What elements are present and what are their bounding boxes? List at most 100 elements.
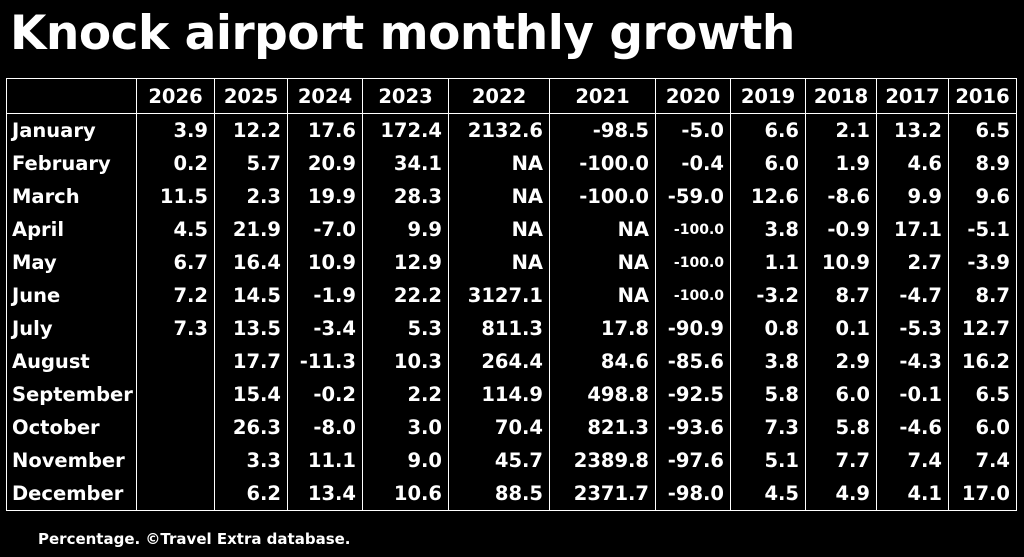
- table-cell: 2.1: [805, 113, 877, 147]
- table-cell: -97.6: [655, 444, 731, 477]
- table-cell: 0.8: [730, 312, 806, 345]
- table-cell: 10.3: [362, 345, 449, 378]
- table-cell: 1.9: [805, 147, 877, 180]
- table-row-december: December 6.2 13.4 10.6 88.5 2371.7 -98.0 4.5 4.9…: [6, 477, 1017, 511]
- table-row-february: February 0.2 5.7 20.9 34.1 NA -100.0 -0.4 6.0 1.9…: [6, 147, 1017, 180]
- table-cell: 2.9: [805, 345, 877, 378]
- table-cell: 1.1: [730, 246, 806, 279]
- table-cell: -5.0: [655, 113, 731, 147]
- table-cell: 12.7: [948, 312, 1017, 345]
- table-cell: 2.7: [876, 246, 949, 279]
- row-label: February: [6, 147, 137, 180]
- table-cell: NA: [448, 213, 550, 246]
- table-cell: 21.9: [214, 213, 288, 246]
- table-cell: 3.8: [730, 213, 806, 246]
- column-header-2024: 2024: [287, 78, 363, 114]
- table-cell: 34.1: [362, 147, 449, 180]
- table-cell: 811.3: [448, 312, 550, 345]
- table-cell: -4.7: [876, 279, 949, 312]
- table-cell: 13.4: [287, 477, 363, 511]
- table-cell: 6.5: [948, 378, 1017, 411]
- table-cell: [136, 378, 215, 411]
- table-cell: 9.0: [362, 444, 449, 477]
- table-cell: 11.1: [287, 444, 363, 477]
- page-title: Knock airport monthly growth: [10, 6, 795, 61]
- table-cell: 5.8: [805, 411, 877, 444]
- table-cell: 17.7: [214, 345, 288, 378]
- row-label: November: [6, 444, 137, 477]
- table-cell: -3.9: [948, 246, 1017, 279]
- table-cell: 70.4: [448, 411, 550, 444]
- table-cell: -3.4: [287, 312, 363, 345]
- table-cell: [136, 477, 215, 511]
- table-cell: -98.5: [549, 113, 656, 147]
- table-cell: 20.9: [287, 147, 363, 180]
- table-cell: 17.6: [287, 113, 363, 147]
- table-row-march: March 11.5 2.3 19.9 28.3 NA -100.0 -59.0 12.6 -8.…: [6, 180, 1017, 213]
- table-row-november: November 3.3 11.1 9.0 45.7 2389.8 -97.6 5.1 7.7 7…: [6, 444, 1017, 477]
- table-row-october: October 26.3 -8.0 3.0 70.4 821.3 -93.6 7.3 5.8 -4…: [6, 411, 1017, 444]
- table-cell: 16.4: [214, 246, 288, 279]
- table-cell: -0.2: [287, 378, 363, 411]
- column-header-2025: 2025: [214, 78, 288, 114]
- table-cell: 7.2: [136, 279, 215, 312]
- table-cell: -100.0: [655, 279, 731, 312]
- table-cell: -98.0: [655, 477, 731, 511]
- row-label: September: [6, 378, 137, 411]
- table-cell: 7.4: [948, 444, 1017, 477]
- table-cell: 4.5: [730, 477, 806, 511]
- footnote: Percentage. ©Travel Extra database.: [38, 530, 351, 548]
- table-cell: 4.1: [876, 477, 949, 511]
- table-cell: -7.0: [287, 213, 363, 246]
- table-cell: 11.5: [136, 180, 215, 213]
- table-cell: 6.0: [805, 378, 877, 411]
- table-cell: 3.9: [136, 113, 215, 147]
- table-cell: NA: [549, 213, 656, 246]
- table-cell: 15.4: [214, 378, 288, 411]
- table-cell: 2371.7: [549, 477, 656, 511]
- table-cell: NA: [549, 246, 656, 279]
- row-label: June: [6, 279, 137, 312]
- table-cell: 6.0: [948, 411, 1017, 444]
- table-cell: -92.5: [655, 378, 731, 411]
- table-cell: 9.6: [948, 180, 1017, 213]
- table-row-may: May 6.7 16.4 10.9 12.9 NA NA -100.0 1.1 10.9 2.7 -3…: [6, 246, 1017, 279]
- table-cell: -0.9: [805, 213, 877, 246]
- table-cell: -8.0: [287, 411, 363, 444]
- table-cell: 26.3: [214, 411, 288, 444]
- table-row-july: July 7.3 13.5 -3.4 5.3 811.3 17.8 -90.9 0.8 0.1 -5…: [6, 312, 1017, 345]
- table-cell: 6.6: [730, 113, 806, 147]
- table-cell: -93.6: [655, 411, 731, 444]
- header-corner-cell: [6, 78, 137, 114]
- table-cell: -100.0: [549, 180, 656, 213]
- table-cell: [136, 444, 215, 477]
- table-cell: -0.4: [655, 147, 731, 180]
- table-cell: [136, 411, 215, 444]
- table-cell: NA: [448, 180, 550, 213]
- table-cell: 4.9: [805, 477, 877, 511]
- table-cell: 2.2: [362, 378, 449, 411]
- column-header-2019: 2019: [730, 78, 806, 114]
- table-cell: 10.9: [805, 246, 877, 279]
- column-header-2023: 2023: [362, 78, 449, 114]
- table-cell: 19.9: [287, 180, 363, 213]
- table-cell: -59.0: [655, 180, 731, 213]
- table-cell: -1.9: [287, 279, 363, 312]
- table-cell: -5.3: [876, 312, 949, 345]
- table-row-january: January 3.9 12.2 17.6 172.4 2132.6 -98.5 -5.0 6.…: [6, 113, 1017, 147]
- table-cell: 4.6: [876, 147, 949, 180]
- table-cell: 17.8: [549, 312, 656, 345]
- table-cell: 45.7: [448, 444, 550, 477]
- table-cell: -4.6: [876, 411, 949, 444]
- table-cell: 5.1: [730, 444, 806, 477]
- table-cell: 821.3: [549, 411, 656, 444]
- table-cell: 4.5: [136, 213, 215, 246]
- table-cell: -85.6: [655, 345, 731, 378]
- table-cell: 5.8: [730, 378, 806, 411]
- row-label: December: [6, 477, 137, 511]
- header-row: 2026 2025 2024 2023 2022 2021 2020 2019 2018 2017…: [6, 78, 1017, 114]
- table-cell: 7.3: [730, 411, 806, 444]
- table-cell: 84.6: [549, 345, 656, 378]
- table-cell: [136, 345, 215, 378]
- table-cell: 114.9: [448, 378, 550, 411]
